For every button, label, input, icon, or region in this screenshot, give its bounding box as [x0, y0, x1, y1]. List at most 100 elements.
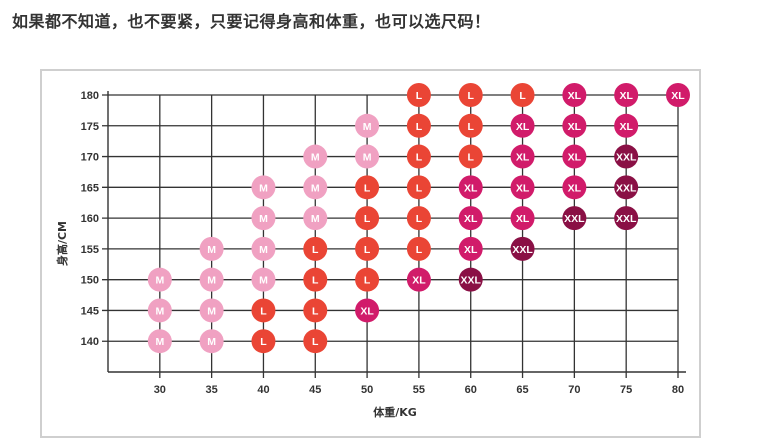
size-dot-label: M — [259, 275, 268, 287]
size-dot — [614, 83, 639, 107]
size-dot-label: XL — [464, 213, 478, 225]
size-dot-label: M — [155, 305, 164, 317]
size-point-xxl: XXL — [510, 236, 535, 261]
size-dot — [303, 236, 328, 261]
size-dot-label: XXL — [616, 182, 637, 194]
size-point-l: L — [406, 175, 431, 200]
x-axis-title: 体重/KG — [373, 405, 417, 419]
size-point-l: L — [406, 206, 431, 231]
size-dot — [458, 144, 483, 169]
size-dot-label: M — [311, 213, 320, 225]
size-dot — [406, 83, 431, 107]
x-tick-label: 50 — [361, 384, 373, 396]
size-dot-label: XXL — [461, 275, 482, 287]
size-dot-label: XXL — [512, 244, 533, 256]
size-point-xl: XL — [355, 298, 380, 323]
size-dot — [406, 267, 431, 292]
size-point-xxl: XXL — [458, 267, 483, 292]
size-point-xl: XL — [510, 206, 535, 231]
size-dot — [614, 144, 639, 169]
size-dot-label: M — [259, 244, 268, 256]
size-dot — [355, 113, 380, 138]
size-dot — [355, 144, 380, 169]
size-dot — [303, 206, 328, 231]
size-dot-label: L — [468, 121, 475, 133]
size-dot — [303, 329, 328, 354]
size-point-xl: XL — [614, 113, 639, 138]
size-point-m: M — [303, 206, 328, 231]
grid-lines — [102, 91, 686, 378]
size-dot — [458, 267, 483, 292]
y-axis-title: 身高/CM — [55, 221, 69, 266]
size-dot-label: M — [207, 305, 216, 317]
size-dot — [199, 267, 224, 292]
size-dot — [251, 206, 276, 231]
size-point-l: L — [406, 83, 431, 107]
size-dot-label: L — [364, 182, 371, 194]
size-point-l: L — [355, 236, 380, 261]
size-dot — [614, 206, 639, 231]
size-dot-label: XL — [516, 121, 530, 133]
size-dot — [562, 113, 587, 138]
size-point-xl: XL — [458, 206, 483, 231]
size-dot — [303, 298, 328, 323]
size-point-xl: XL — [510, 175, 535, 200]
size-point-m: M — [303, 175, 328, 200]
size-dot — [562, 83, 587, 107]
size-dot-label: L — [519, 90, 526, 102]
y-tick-label: 155 — [81, 244, 99, 256]
size-dot — [510, 236, 535, 261]
x-tick-label: 45 — [309, 384, 321, 396]
size-dot-label: L — [468, 152, 475, 164]
size-dot-label: XL — [360, 305, 374, 317]
size-dot — [458, 113, 483, 138]
size-point-l: L — [458, 144, 483, 169]
size-point-l: L — [510, 83, 535, 107]
size-dot-label: M — [363, 121, 372, 133]
size-point-m: M — [251, 175, 276, 200]
size-dot-label: L — [416, 90, 423, 102]
size-dot-label: XL — [464, 182, 478, 194]
size-point-l: L — [458, 113, 483, 138]
size-dot — [510, 144, 535, 169]
size-dot — [614, 113, 639, 138]
size-dot-label: L — [364, 275, 371, 287]
y-tick-label: 170 — [81, 152, 99, 164]
size-point-xxl: XXL — [614, 144, 639, 169]
size-point-xl: XL — [666, 83, 690, 107]
size-dot — [510, 83, 535, 107]
size-dot-label: L — [312, 305, 319, 317]
size-dot-label: XL — [619, 90, 633, 102]
size-dot — [251, 175, 276, 200]
size-dot-label: L — [468, 90, 475, 102]
size-dot — [251, 267, 276, 292]
size-point-m: M — [147, 267, 172, 292]
size-point-xl: XL — [510, 113, 535, 138]
size-dot — [303, 175, 328, 200]
size-dot — [510, 113, 535, 138]
size-point-m: M — [199, 267, 224, 292]
size-point-l: L — [406, 144, 431, 169]
size-dot-label: XL — [568, 152, 582, 164]
size-dot-label: XXL — [616, 213, 637, 225]
tick-labels: 30 35 40 45 50 55 60 65 70 75 80 140 145 150 155 160 165… — [81, 90, 684, 396]
size-dot-label: L — [416, 152, 423, 164]
size-dot-label: M — [155, 336, 164, 348]
size-dot-label: M — [259, 213, 268, 225]
size-dot — [199, 236, 224, 261]
size-point-xl: XL — [614, 83, 639, 107]
size-dot — [510, 175, 535, 200]
x-tick-label: 75 — [620, 384, 632, 396]
size-dot — [666, 83, 690, 107]
size-dot — [251, 298, 276, 323]
size-point-l: L — [303, 329, 328, 354]
size-dot — [199, 298, 224, 323]
size-point-m: M — [147, 298, 172, 323]
size-dot — [251, 236, 276, 261]
size-dot — [562, 175, 587, 200]
size-point-m: M — [199, 298, 224, 323]
size-point-m: M — [251, 267, 276, 292]
size-point-m: M — [251, 236, 276, 261]
size-dot-label: XL — [568, 90, 582, 102]
